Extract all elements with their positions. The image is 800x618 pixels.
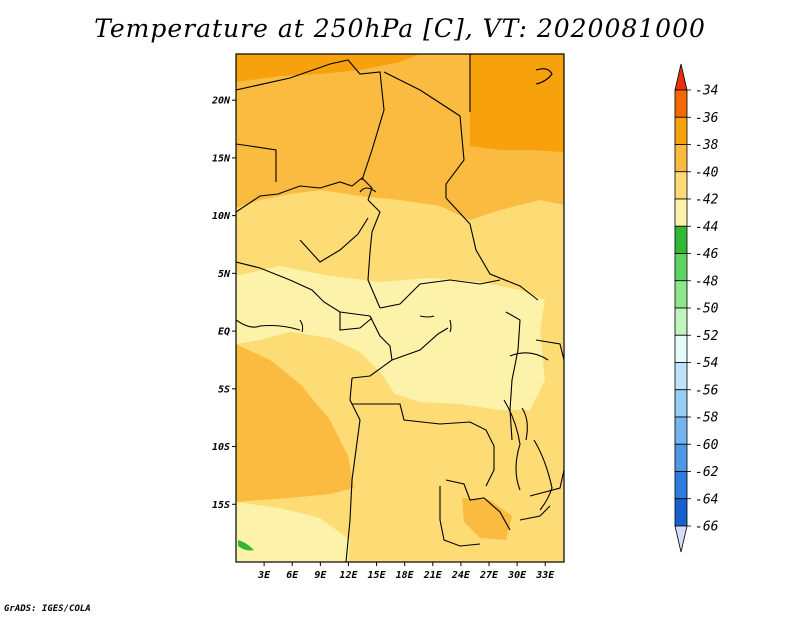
colorbar-box bbox=[674, 498, 688, 527]
colorbar-box bbox=[674, 225, 688, 254]
lat-tick-label: 10S bbox=[212, 442, 230, 453]
colorbar-box bbox=[674, 443, 688, 472]
lat-tick-label: 15S bbox=[212, 500, 230, 511]
colorbar-box bbox=[674, 116, 688, 145]
colorbar-label: -42 bbox=[695, 193, 719, 208]
lon-tick-label: 30E bbox=[507, 570, 527, 581]
band-36-northeast bbox=[470, 54, 564, 152]
colorbar-label: -54 bbox=[695, 356, 718, 371]
colorbar-box bbox=[674, 416, 688, 445]
lon-tick-label: 18E bbox=[396, 570, 415, 581]
lon-tick-label: 3E bbox=[257, 570, 271, 581]
band-42-central bbox=[236, 266, 545, 410]
lat-tick-label: 20N bbox=[211, 96, 231, 107]
colorbar-top-triangle bbox=[674, 63, 688, 91]
band-42-south bbox=[236, 502, 350, 562]
colorbar-label: -40 bbox=[695, 165, 719, 180]
colorbar-box bbox=[674, 89, 688, 118]
lon-tick-label: 21E bbox=[423, 570, 443, 581]
colorbar-box bbox=[674, 362, 688, 391]
colorbar-label: -46 bbox=[695, 247, 719, 262]
colorbar-box bbox=[674, 280, 688, 309]
band-38-southwest bbox=[236, 344, 354, 502]
colorbar-label: -64 bbox=[695, 492, 718, 507]
lon-tick-label: 6E bbox=[286, 570, 299, 581]
colorbar-box bbox=[674, 307, 688, 336]
lon-tick-label: 15E bbox=[368, 570, 387, 581]
grads-credit: GrADS: IGES/COLA bbox=[4, 604, 91, 614]
colorbar-label: -60 bbox=[695, 438, 719, 453]
colorbar-label: -50 bbox=[695, 302, 719, 317]
colorbar-label: -48 bbox=[695, 274, 719, 289]
lat-tick-label: 5S bbox=[218, 384, 230, 395]
band-38-southeast bbox=[462, 498, 512, 540]
colorbar-label: -62 bbox=[695, 465, 719, 480]
colorbar-bottom-triangle bbox=[674, 525, 688, 553]
colorbar-label: -52 bbox=[695, 329, 719, 344]
colorbar-label: -38 bbox=[695, 138, 719, 153]
map-title: Temperature at 250hPa [C], VT: 202008100… bbox=[94, 14, 706, 43]
lat-tick-label: 15N bbox=[212, 153, 231, 164]
colorbar: -34 -36 -38 -40 -42 -44 -46 -48 -50 -52 -54 -56 -58 -… bbox=[674, 63, 719, 553]
lat-tick-label: 5N bbox=[218, 269, 231, 280]
colorbar-box bbox=[674, 389, 688, 418]
colorbar-box bbox=[674, 198, 688, 227]
colorbar-label: -34 bbox=[695, 84, 718, 99]
colorbar-label: -36 bbox=[695, 111, 719, 126]
lon-tick-label: 27E bbox=[479, 570, 499, 581]
temperature-field bbox=[236, 54, 564, 562]
colorbar-label: -58 bbox=[695, 411, 719, 426]
colorbar-label: -56 bbox=[695, 383, 719, 398]
lat-tick-label: 10N bbox=[212, 211, 231, 222]
colorbar-box bbox=[674, 144, 688, 173]
country-borders bbox=[236, 54, 564, 562]
lon-tick-label: 33E bbox=[535, 570, 555, 581]
lon-tick-label: 9E bbox=[314, 570, 327, 581]
colorbar-box bbox=[674, 334, 688, 363]
map-frame bbox=[235, 53, 565, 563]
colorbar-label: -66 bbox=[695, 520, 719, 535]
lon-tick-label: 12E bbox=[339, 570, 358, 581]
colorbar-box bbox=[674, 171, 688, 200]
band-46-patch bbox=[238, 540, 254, 551]
latitude-ticks: 20N 15N 10N 5N EQ 5S 10S 15S bbox=[211, 96, 236, 511]
colorbar-box bbox=[674, 253, 688, 282]
lon-tick-label: 24E bbox=[451, 570, 471, 581]
longitude-ticks: 3E 6E 9E 12E 15E 18E 21E 24E 27E 30E 33E bbox=[257, 562, 555, 581]
lat-tick-label: EQ bbox=[218, 327, 230, 338]
band-36-northwest bbox=[236, 54, 420, 82]
colorbar-box bbox=[674, 471, 688, 500]
colorbar-label: -44 bbox=[695, 220, 718, 235]
